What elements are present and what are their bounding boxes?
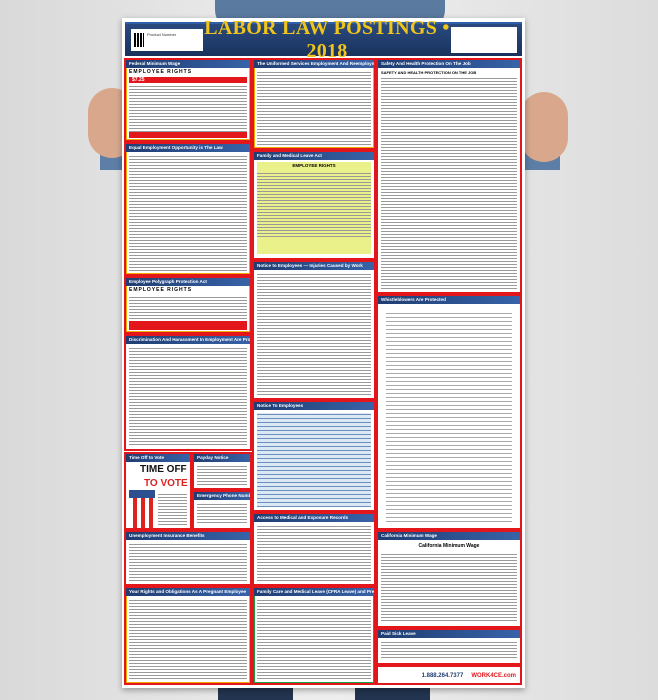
section-federal-minimum-wage: Federal Minimum Wage EMPLOYEE RIGHTS $7.…	[124, 58, 252, 142]
poster-title: LABOR LAW POSTINGS • 2018	[204, 17, 450, 62]
section-subheading: EMPLOYEE RIGHTS	[129, 69, 193, 75]
section-heading: Employee Polygraph Protection Act	[126, 278, 250, 286]
section-unemployment: Unemployment Insurance Benefits	[124, 530, 252, 586]
section-heading: Emergency Phone Numbers	[194, 492, 250, 500]
section-safety: Safety And Health Protection On The Job …	[376, 58, 522, 294]
section-heading: Your Rights and Obligations As A Pregnan…	[126, 588, 250, 596]
vote-headline-2: TO VOTE	[144, 478, 188, 489]
section-heading: Notice to Employees — Injuries Caused by…	[254, 262, 374, 270]
section-heading: Access to Medical and Exposure Records	[254, 514, 374, 522]
section-heading: Unemployment Insurance Benefits	[126, 532, 250, 540]
section-whistleblowers: Whistleblowers Are Protected	[376, 294, 522, 530]
section-paid-sick-leave: Paid Sick Leave	[376, 628, 522, 665]
right-leg	[355, 688, 430, 700]
section-polygraph: Employee Polygraph Protection Act EMPLOY…	[124, 276, 252, 334]
section-time-off-vote: Time Off to Vote TIME OFF TO VOTE	[124, 452, 192, 530]
section-eeo: Equal Employment Opportunity is The Law	[124, 142, 252, 276]
qr-code-label: Product Number	[131, 29, 203, 51]
left-leg	[218, 688, 293, 700]
section-cfra: Family Care and Medical Leave (CFRA Leav…	[252, 586, 376, 685]
poster-footer: 1.888.264.7377 WORK4CE.com	[376, 665, 522, 685]
section-pregnant: Your Rights and Obligations As A Pregnan…	[124, 586, 252, 685]
vote-headline: TIME OFF	[140, 464, 187, 475]
wage-value: $7.25	[132, 77, 145, 83]
section-fmla: Family and Medical Leave Act EMPLOYEE RI…	[252, 150, 376, 260]
ballot-box-image	[129, 490, 155, 528]
footer-phone: 1.888.264.7377	[421, 673, 464, 679]
section-heading: Paid Sick Leave	[378, 630, 520, 638]
section-emergency: Emergency Phone Numbers	[192, 490, 252, 530]
section-discrimination: Discrimination And Harassment In Employm…	[124, 334, 252, 451]
section-userra: The Uniformed Services Employment And Re…	[252, 58, 376, 150]
brand-logo: WORK4CE.com	[471, 673, 516, 679]
section-heading: Family and Medical Leave Act	[254, 152, 374, 160]
section-heading: Notice To Employees	[254, 402, 374, 410]
section-heading: The Uniformed Services Employment And Re…	[254, 60, 374, 68]
section-heading: Federal Minimum Wage	[126, 60, 250, 68]
poster-banner: Product Number LABOR LAW POSTINGS • 2018	[125, 17, 522, 62]
section-subheading: California Minimum Wage	[418, 543, 480, 549]
section-heading: Safety And Health Protection On The Job	[378, 60, 520, 68]
section-access-records: Access to Medical and Exposure Records	[252, 512, 376, 586]
section-ca-minimum-wage: California Minimum Wage California Minim…	[376, 530, 522, 628]
section-notice-employees: Notice To Employees	[252, 400, 376, 512]
labor-law-poster: Product Number LABOR LAW POSTINGS • 2018…	[122, 17, 525, 688]
section-subheading: SAFETY AND HEALTH PROTECTION ON THE JOB	[381, 70, 477, 75]
right-hand	[520, 92, 568, 162]
section-heading: Discrimination And Harassment In Employm…	[126, 336, 250, 344]
section-subheading: EMPLOYEE RIGHTS	[292, 163, 336, 168]
section-heading: Whistleblowers Are Protected	[378, 296, 520, 304]
edition-box	[451, 27, 517, 53]
section-subheading: EMPLOYEE RIGHTS	[129, 287, 193, 293]
section-heading: Time Off to Vote	[126, 454, 190, 462]
section-heading: Equal Employment Opportunity is The Law	[126, 144, 250, 152]
section-injuries: Notice to Employees — Injuries Caused by…	[252, 260, 376, 400]
section-heading: Payday Notice	[194, 454, 250, 462]
section-heading: Family Care and Medical Leave (CFRA Leav…	[254, 588, 374, 596]
section-payday: Payday Notice	[192, 452, 252, 490]
section-heading: California Minimum Wage	[378, 532, 520, 540]
